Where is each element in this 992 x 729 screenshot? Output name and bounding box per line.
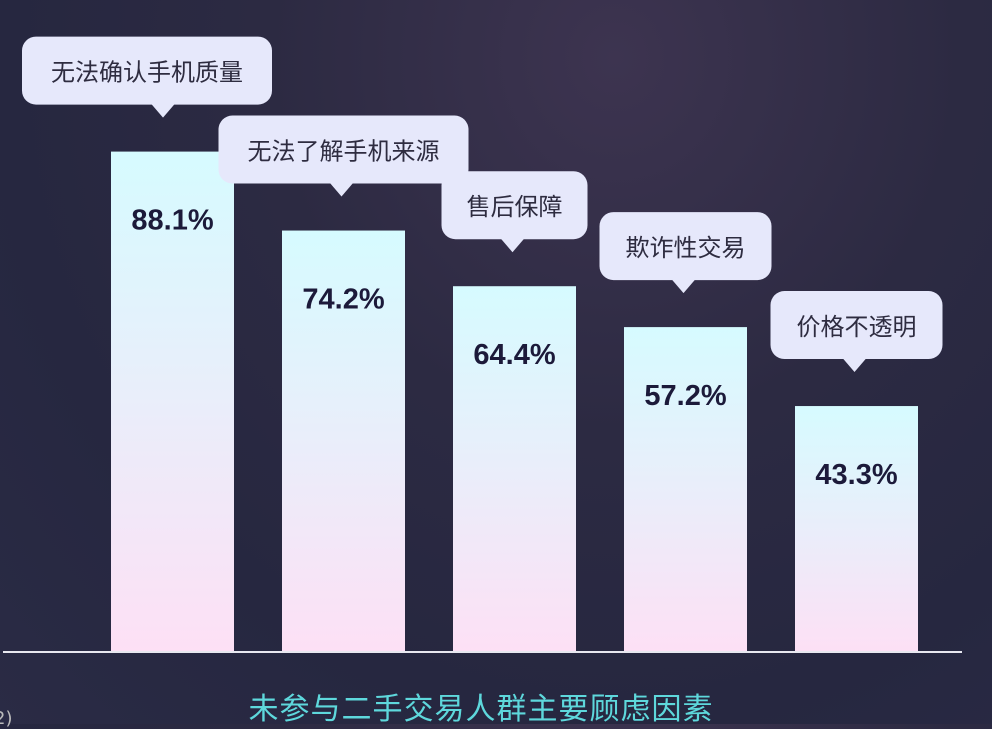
category-label: 无法了解手机来源 — [248, 138, 440, 166]
bubble-box — [22, 36, 272, 105]
category-label: 价格不透明 — [797, 313, 917, 341]
bubble-pointer — [329, 182, 354, 197]
bar — [795, 406, 918, 652]
bar — [282, 230, 405, 652]
bubble-box — [441, 171, 588, 240]
data-label: 57.2% — [644, 380, 726, 412]
bubble-pointer — [842, 358, 867, 373]
category-label-bubble: 售后保障 — [441, 171, 588, 253]
data-label: 88.1% — [131, 205, 213, 237]
bar — [453, 286, 576, 652]
bar — [111, 151, 234, 653]
category-label-bubble: 无法确认手机质量 — [22, 36, 272, 118]
category-label-bubble: 价格不透明 — [770, 291, 943, 373]
bubble-pointer — [671, 279, 696, 294]
category-label-bubble: 欺诈性交易 — [599, 212, 772, 294]
bar — [624, 327, 747, 652]
category-label: 欺诈性交易 — [626, 234, 746, 262]
bubble-box — [599, 212, 772, 281]
data-label: 74.2% — [302, 284, 384, 316]
data-label: 43.3% — [815, 459, 897, 491]
partial-text: 2) — [0, 708, 13, 729]
chart-title: 未参与二手交易人群主要顾虑因素 — [248, 692, 714, 727]
category-label: 售后保障 — [467, 193, 563, 221]
category-label-bubble: 无法了解手机来源 — [218, 115, 469, 197]
bubble-box — [770, 291, 943, 360]
bubble-pointer — [151, 103, 175, 118]
data-label: 64.4% — [473, 339, 555, 371]
bubble-pointer — [500, 238, 525, 253]
bubble-box — [218, 115, 469, 184]
category-label: 无法确认手机质量 — [51, 59, 243, 87]
